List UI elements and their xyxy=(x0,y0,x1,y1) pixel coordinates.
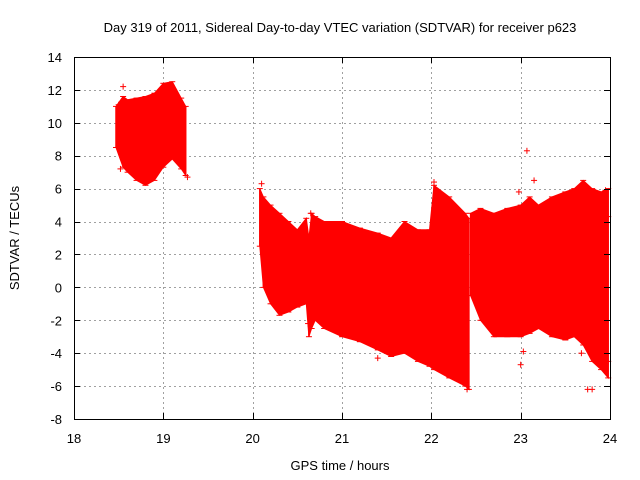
x-tick-label: 23 xyxy=(513,431,527,446)
x-axis-label: GPS time / hours xyxy=(291,458,390,473)
outlier-point xyxy=(517,361,524,368)
y-tick-label: 14 xyxy=(48,50,62,65)
y-axis-label: SDTVAR / TECUs xyxy=(7,185,22,290)
y-tick-label: 12 xyxy=(48,83,62,98)
y-tick-label: -8 xyxy=(50,412,62,427)
outlier-point xyxy=(602,187,609,194)
chart-title: Day 319 of 2011, Sidereal Day-to-day VTE… xyxy=(104,20,577,35)
x-tick-label: 21 xyxy=(335,431,349,446)
x-tick-label: 19 xyxy=(156,431,170,446)
outlier-point xyxy=(520,348,527,355)
outlier-point xyxy=(430,226,437,233)
y-tick-label: 8 xyxy=(55,149,62,164)
outlier-point xyxy=(115,101,122,108)
y-tick-label: 0 xyxy=(55,280,62,295)
y-tick-label: 6 xyxy=(55,182,62,197)
outlier-point xyxy=(575,327,582,334)
x-tick-label: 18 xyxy=(67,431,81,446)
outlier-point xyxy=(589,386,596,393)
y-tick-label: 10 xyxy=(48,116,62,131)
x-tick-label: 24 xyxy=(603,431,617,446)
outlier-point xyxy=(431,179,438,186)
outlier-point xyxy=(523,147,530,154)
data-layer xyxy=(112,81,612,393)
series-envelope xyxy=(112,81,189,186)
outlier-point xyxy=(515,188,522,195)
y-tick-label: 2 xyxy=(55,247,62,262)
series-envelope xyxy=(467,179,612,380)
outlier-point xyxy=(120,83,127,90)
x-tick-label: 22 xyxy=(424,431,438,446)
outlier-point xyxy=(184,174,191,181)
y-tick-label: 4 xyxy=(55,215,62,230)
outlier-point xyxy=(578,350,585,357)
outlier-point xyxy=(258,180,265,187)
outlier-point xyxy=(374,355,381,362)
outlier-point xyxy=(117,165,124,172)
series-envelope xyxy=(256,184,472,391)
x-tick-label: 20 xyxy=(245,431,259,446)
y-tick-label: -4 xyxy=(50,346,62,361)
y-tick-label: -2 xyxy=(50,313,62,328)
outlier-point xyxy=(531,177,538,184)
outlier-point xyxy=(464,386,471,393)
outlier-point xyxy=(305,320,312,327)
outlier-point xyxy=(320,221,327,228)
y-tick-label: -6 xyxy=(50,379,62,394)
outlier-point xyxy=(307,210,314,217)
